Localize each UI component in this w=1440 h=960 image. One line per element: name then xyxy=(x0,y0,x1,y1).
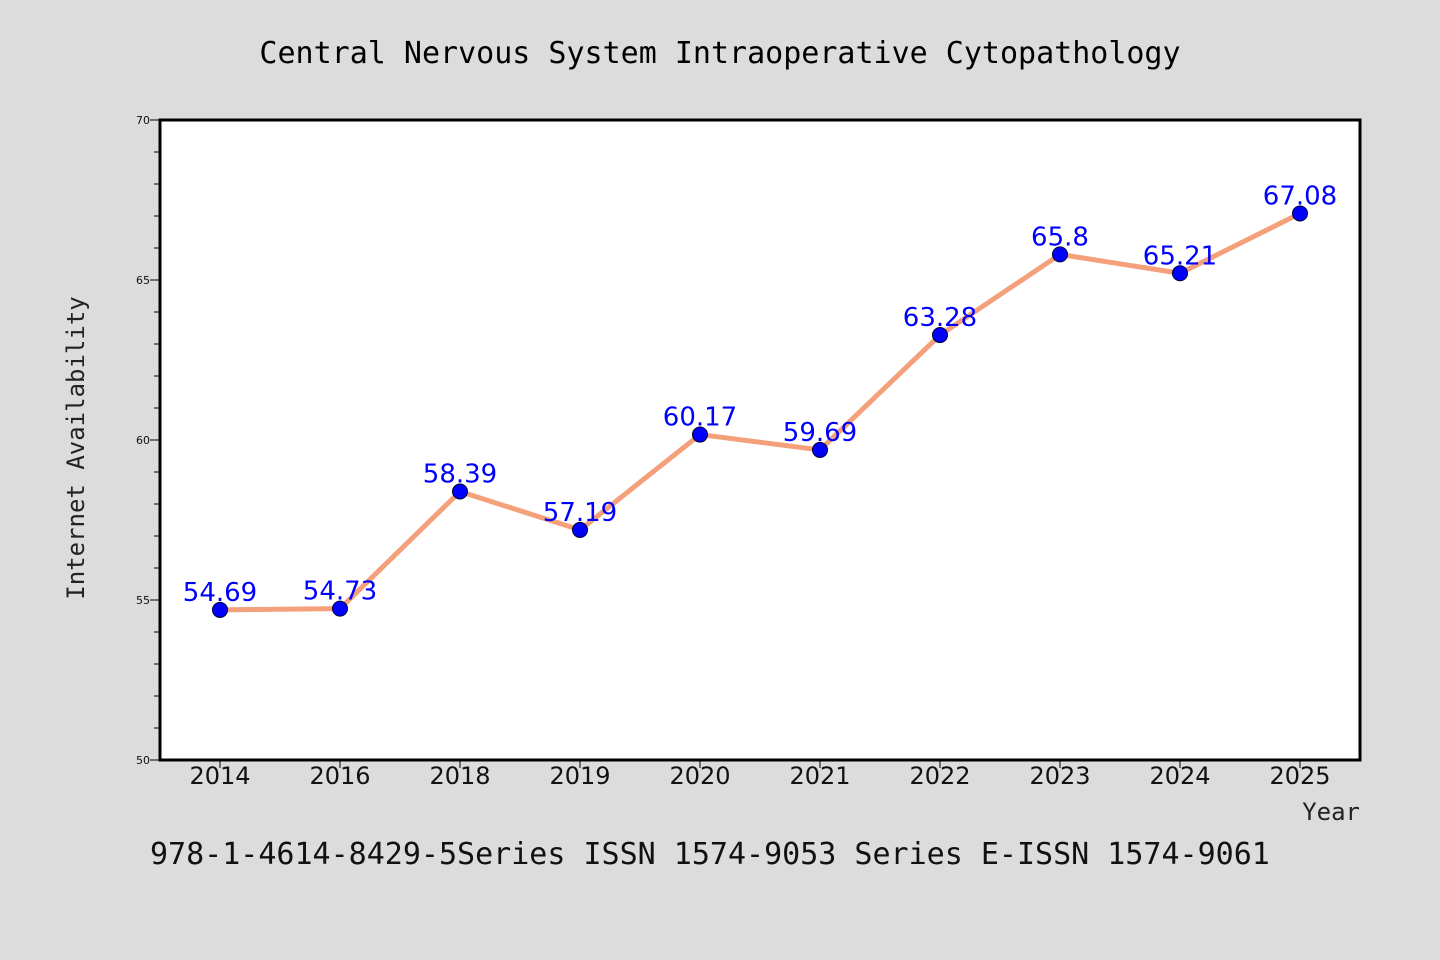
data-point xyxy=(1292,205,1308,222)
data-point xyxy=(332,600,348,617)
data-label: 59.69 xyxy=(783,418,857,448)
series-markers xyxy=(212,205,1308,618)
chart-title: Central Nervous System Intraoperative Cy… xyxy=(259,36,1180,71)
y-axis-label: Internet Availability xyxy=(62,296,90,599)
footer-isbn-issn: 978-1-4614-8429-5Series ISSN 1574-9053 S… xyxy=(150,837,1270,872)
x-tick-label: 2014 xyxy=(189,762,250,790)
data-label: 63.28 xyxy=(903,303,977,333)
data-point xyxy=(572,521,588,538)
x-tick-label: 2023 xyxy=(1029,762,1090,790)
x-tick-label: 2025 xyxy=(1269,762,1330,790)
data-point xyxy=(692,426,708,443)
y-tick-label: 55 xyxy=(136,594,150,607)
x-tick-label: 2019 xyxy=(549,762,610,790)
x-axis-label: Year xyxy=(1302,798,1360,826)
data-label: 60.17 xyxy=(663,403,737,433)
x-tick-label: 2016 xyxy=(309,762,370,790)
data-point xyxy=(1172,265,1188,282)
data-point xyxy=(212,601,228,618)
x-tick-label: 2024 xyxy=(1149,762,1210,790)
data-label: 58.39 xyxy=(423,460,497,490)
y-tick-label: 50 xyxy=(136,754,150,767)
data-point xyxy=(452,483,468,500)
x-tick-label: 2020 xyxy=(669,762,730,790)
data-point xyxy=(812,441,828,458)
data-label: 67.08 xyxy=(1263,181,1337,211)
y-tick-label: 65 xyxy=(136,274,150,287)
x-tick-label: 2018 xyxy=(429,762,490,790)
x-tick-label: 2021 xyxy=(789,762,850,790)
data-label: 57.19 xyxy=(543,498,617,528)
y-tick-label: 70 xyxy=(136,114,150,127)
data-label: 65.8 xyxy=(1031,222,1089,252)
series-line xyxy=(217,210,1303,613)
plot-frame xyxy=(158,118,1362,762)
data-label: 54.73 xyxy=(303,577,377,607)
x-axis: 2014 2016 2018 2019 2020 2021 2022 2023 2024 2025 xyxy=(189,760,1331,790)
data-point xyxy=(1052,246,1068,263)
data-labels: 54.69 54.73 58.39 57.19 60.17 59.69 63.28 65.8 6… xyxy=(183,181,1337,607)
data-point xyxy=(932,327,948,344)
x-tick-label: 2022 xyxy=(909,762,970,790)
y-tick-label: 60 xyxy=(136,434,150,447)
data-label: 54.69 xyxy=(183,578,257,608)
data-label: 65.21 xyxy=(1143,241,1217,271)
